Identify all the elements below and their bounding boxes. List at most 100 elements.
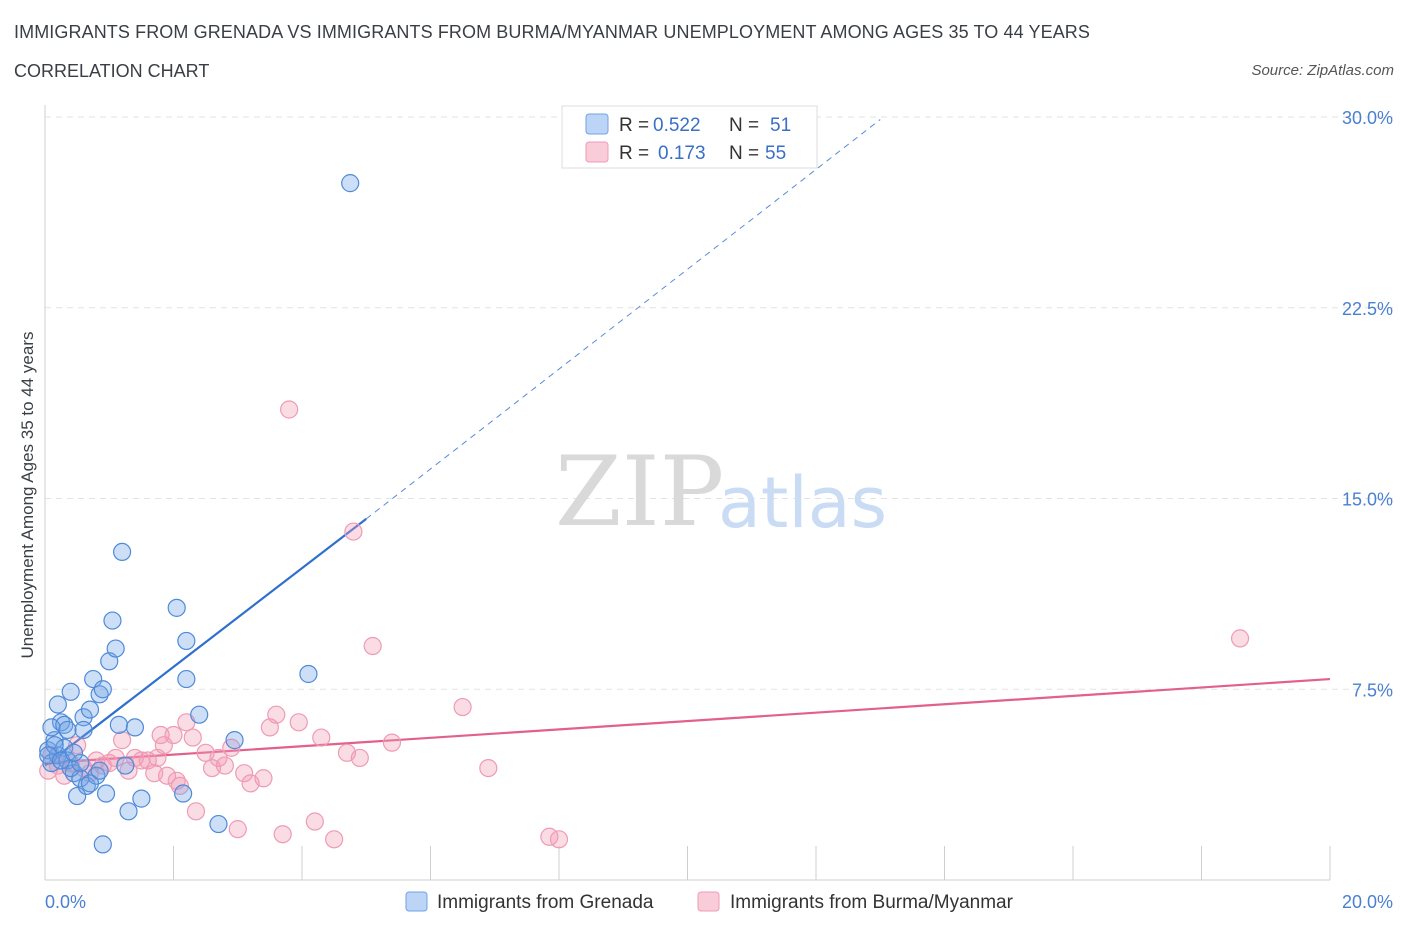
- burma-point: [151, 725, 170, 745]
- legend-n-value-1: 51: [770, 115, 791, 136]
- grenada-point: [87, 766, 106, 785]
- stats-legend: R = 0.522 N = 51 R = 0.173 N = 55: [561, 105, 818, 169]
- grenada-trend-line: [44, 517, 367, 767]
- burma-point: [479, 758, 498, 778]
- trend-lines: [44, 119, 1331, 767]
- grenada-point: [80, 774, 100, 793]
- grenada-point: [119, 802, 138, 821]
- burma-point: [549, 830, 569, 849]
- legend-swatch-burma: [585, 141, 609, 163]
- grenada-point: [109, 715, 128, 734]
- grenada-point: [64, 743, 84, 762]
- y-tick-label: 22.5%: [1342, 299, 1393, 319]
- grenada-point: [51, 713, 71, 732]
- grenada-point: [132, 789, 151, 808]
- bottom-legend-swatch-grenada: [405, 891, 428, 912]
- bottom-legend-swatch-burma: [697, 891, 720, 912]
- grenada-point: [58, 720, 77, 740]
- legend-n-label-1: N =: [729, 115, 759, 136]
- burma-point: [453, 697, 472, 717]
- grenada-point: [55, 715, 74, 734]
- burma-point: [112, 731, 132, 750]
- grenada-point: [103, 611, 122, 630]
- grenada-trend-extension: [365, 119, 881, 520]
- grenada-point: [45, 736, 64, 755]
- grenada-point: [93, 835, 112, 854]
- burma-point: [350, 748, 369, 768]
- grenada-point: [209, 814, 228, 834]
- grenada-point: [225, 731, 244, 750]
- grenada-point: [61, 682, 80, 701]
- burma-point: [312, 728, 331, 747]
- source-label: Source: ZipAtlas.com: [1251, 62, 1394, 79]
- grenada-point: [74, 720, 93, 740]
- burma-point: [183, 728, 202, 747]
- burma-point: [305, 812, 324, 831]
- grenada-points: [39, 174, 360, 854]
- grenada-point: [299, 664, 318, 684]
- burma-points: [39, 400, 1250, 849]
- burma-point: [273, 825, 292, 844]
- y-axis-tick-labels: 7.5% 15.0% 22.5% 30.0%: [1342, 108, 1393, 700]
- grenada-point: [125, 718, 145, 737]
- watermark-atlas: atlas: [718, 462, 887, 544]
- x-tick-min: 0.0%: [45, 892, 86, 912]
- burma-point: [344, 522, 363, 541]
- burma-point: [215, 756, 234, 775]
- legend-swatch-grenada: [585, 113, 609, 135]
- burma-point: [164, 725, 183, 745]
- grenada-point: [61, 758, 80, 778]
- grenada-point: [177, 669, 196, 689]
- x-axis-ticks: [173, 846, 1331, 880]
- chart-title: IMMIGRANTS FROM GRENADA VS IMMIGRANTS FR…: [14, 22, 1090, 42]
- y-axis-label: Unemployment Among Ages 35 to 44 years: [18, 332, 37, 659]
- burma-point: [363, 636, 382, 656]
- burma-point: [228, 820, 247, 839]
- legend-r-label-1: R =: [619, 115, 649, 136]
- x-tick-max: 20.0%: [1342, 892, 1393, 912]
- y-tick-label: 15.0%: [1342, 490, 1393, 510]
- burma-trend-line: [44, 677, 1331, 765]
- grenada-point: [116, 756, 135, 775]
- grenada-point: [341, 174, 360, 193]
- burma-point: [209, 748, 228, 768]
- grenada-point: [167, 598, 186, 617]
- burma-point: [267, 705, 286, 724]
- burma-point: [382, 733, 402, 752]
- burma-point: [254, 769, 273, 788]
- grenada-point: [71, 753, 90, 773]
- watermark-zip: ZIP: [555, 436, 724, 548]
- legend-r-value-1: 0.522: [653, 115, 701, 136]
- burma-point: [186, 802, 206, 821]
- bottom-legend-label-burma: Immigrants from Burma/Myanmar: [730, 892, 1014, 913]
- grenada-point: [106, 639, 125, 658]
- grenada-point: [90, 685, 109, 704]
- grenada-point: [48, 695, 67, 714]
- grid-lines: [45, 116, 1393, 690]
- burma-point: [289, 713, 308, 732]
- legend-r-label-2: R =: [619, 143, 649, 164]
- grenada-point: [80, 700, 100, 719]
- legend-n-label-2: N =: [729, 143, 759, 164]
- burma-point: [280, 400, 299, 419]
- burma-point: [148, 748, 167, 768]
- legend-n-value-2: 55: [765, 143, 786, 164]
- grenada-point: [174, 784, 193, 803]
- legend-r-value-2: 0.173: [658, 143, 706, 164]
- grenada-point: [190, 705, 209, 724]
- burma-point: [1230, 629, 1250, 648]
- y-tick-label: 30.0%: [1342, 108, 1393, 128]
- burma-point: [325, 830, 344, 849]
- series-legend: Immigrants from Grenada Immigrants from …: [405, 891, 1014, 913]
- grenada-point: [177, 631, 196, 651]
- burma-point: [106, 748, 125, 768]
- grenada-point: [93, 680, 112, 699]
- y-tick-label: 7.5%: [1352, 680, 1393, 700]
- chart-subtitle: CORRELATION CHART: [14, 61, 210, 81]
- grenada-point: [90, 761, 109, 780]
- grenada-point: [96, 784, 116, 803]
- bottom-legend-label-grenada: Immigrants from Grenada: [437, 892, 654, 913]
- grenada-point: [112, 542, 132, 562]
- burma-point: [235, 764, 254, 783]
